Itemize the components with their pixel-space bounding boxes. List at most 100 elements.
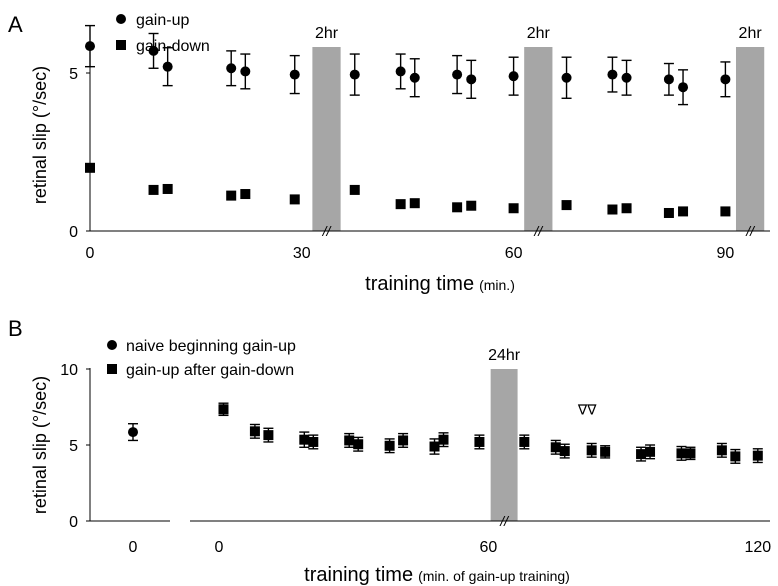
gain-up-after-gain-down-point — [438, 434, 449, 445]
gain-up-after-gain-down-point — [263, 430, 274, 441]
gain-down-point — [395, 199, 406, 210]
gain-up-after-gain-down-point — [645, 446, 656, 457]
gain-up-point — [607, 69, 618, 80]
y-tick-label: 5 — [69, 438, 78, 455]
gain-down-point — [663, 207, 674, 218]
gain-up-after-gain-down-point — [344, 435, 355, 446]
gain-up-point — [621, 72, 632, 83]
legend-marker — [116, 14, 126, 24]
gain-down-point — [621, 203, 632, 214]
panel-a-x-label-unit: (min.) — [479, 277, 515, 293]
legend-label: gain-up after gain-down — [126, 362, 294, 379]
gain-up-after-gain-down-point — [519, 436, 530, 447]
x-tick-label: 0 — [129, 539, 138, 556]
gain-up-point — [226, 63, 237, 74]
gain-up-after-gain-down-point — [600, 446, 611, 457]
panel-b-x-axis-label: training time (min. of gain-up training) — [304, 564, 570, 586]
x-tick-label: 60 — [505, 245, 523, 262]
panel-b-x-label-main: training time — [304, 564, 413, 586]
gain-up-after-gain-down-point — [559, 446, 570, 457]
gain-up-after-gain-down-point — [730, 451, 741, 462]
gain-down-point — [466, 200, 477, 211]
legend-marker — [116, 40, 126, 50]
gain-up-after-gain-down-point — [752, 450, 763, 461]
panel-a-letter: A — [8, 12, 23, 37]
gain-up-point — [240, 66, 251, 77]
break-label: 24hr — [488, 347, 521, 364]
break-band — [735, 47, 765, 231]
panel-a-x-label-main: training time — [365, 273, 474, 295]
gain-down-point — [240, 189, 251, 200]
break-label: 2hr — [315, 25, 339, 42]
gain-up-after-gain-down-point — [716, 445, 727, 456]
gain-up-after-gain-down-point — [550, 442, 561, 453]
panel-b-x-label-unit: (min. of gain-up training) — [418, 568, 570, 584]
gain-up-point — [561, 72, 572, 83]
panel-a-x-axis-label: training time (min.) — [365, 273, 515, 295]
gain-up-after-gain-down-point — [299, 434, 310, 445]
gain-up-after-gain-down-point — [384, 440, 395, 451]
gain-up-point — [148, 45, 159, 56]
x-tick-label: 0 — [86, 245, 95, 262]
gain-up-point — [162, 61, 173, 72]
gain-down-point — [148, 184, 159, 195]
gain-down-point — [289, 194, 300, 205]
y-tick-label: 0 — [69, 224, 78, 241]
gain-down-point — [720, 206, 731, 217]
gain-up-point — [395, 66, 406, 77]
gain-up-point — [466, 74, 477, 85]
gain-up-after-gain-down-point — [308, 436, 319, 447]
gain-up-point — [349, 69, 360, 80]
panel-b-legend: naive beginning gain-up gain-up after gai… — [107, 338, 296, 379]
gain-up-point — [452, 69, 463, 80]
gain-down-point — [607, 204, 618, 215]
x-tick-label: 0 — [215, 539, 224, 556]
gain-up-after-gain-down-point — [685, 448, 696, 459]
gain-up-after-gain-down-point — [249, 426, 260, 437]
x-tick-label: 30 — [293, 245, 311, 262]
gain-up-after-gain-down-point — [398, 435, 409, 446]
x-tick-label: 120 — [744, 539, 771, 556]
break-band — [490, 369, 518, 521]
gain-up-point — [409, 72, 420, 83]
y-tick-label: 10 — [60, 362, 78, 379]
legend-label: gain-down — [136, 38, 210, 55]
gain-up-point — [663, 74, 674, 85]
break-label: 2hr — [527, 25, 551, 42]
legend-label: naive beginning gain-up — [126, 338, 296, 355]
panel-a-legend: gain-up gain-down — [116, 12, 210, 55]
gain-up-after-gain-down-point — [474, 436, 485, 447]
gain-down-point — [226, 190, 237, 201]
legend-marker — [107, 340, 117, 350]
gain-up-after-gain-down-point — [429, 441, 440, 452]
gain-up-point — [508, 71, 519, 82]
gain-up-after-gain-down-point — [636, 449, 647, 460]
gain-down-point — [508, 203, 519, 214]
y-tick-label: 0 — [69, 514, 78, 531]
gain-up-after-gain-down-point — [353, 439, 364, 450]
gain-down-point — [678, 206, 689, 217]
gain-down-point — [561, 200, 572, 211]
x-tick-label: 60 — [480, 539, 498, 556]
gain-up-point — [289, 69, 300, 80]
legend-label: gain-up — [136, 12, 189, 29]
panel-a-y-axis-label: retinal slip (°/sec) — [30, 66, 50, 204]
gain-up-point — [678, 82, 689, 93]
legend-marker — [107, 364, 117, 374]
x-tick-label: 90 — [717, 245, 735, 262]
y-tick-label: 5 — [69, 66, 78, 83]
panel-b-annotation: ∇∇ — [577, 402, 597, 418]
gain-down-point — [162, 183, 173, 194]
panel-b-y-axis-label: retinal slip (°/sec) — [30, 376, 50, 514]
gain-down-point — [349, 184, 360, 195]
gain-up-after-gain-down-point — [218, 404, 229, 415]
gain-down-point — [409, 198, 420, 209]
break-band — [524, 47, 553, 231]
gain-up-after-gain-down-point — [676, 448, 687, 459]
break-label: 2hr — [739, 25, 763, 42]
break-band — [312, 47, 341, 231]
gain-up-point — [720, 74, 731, 85]
